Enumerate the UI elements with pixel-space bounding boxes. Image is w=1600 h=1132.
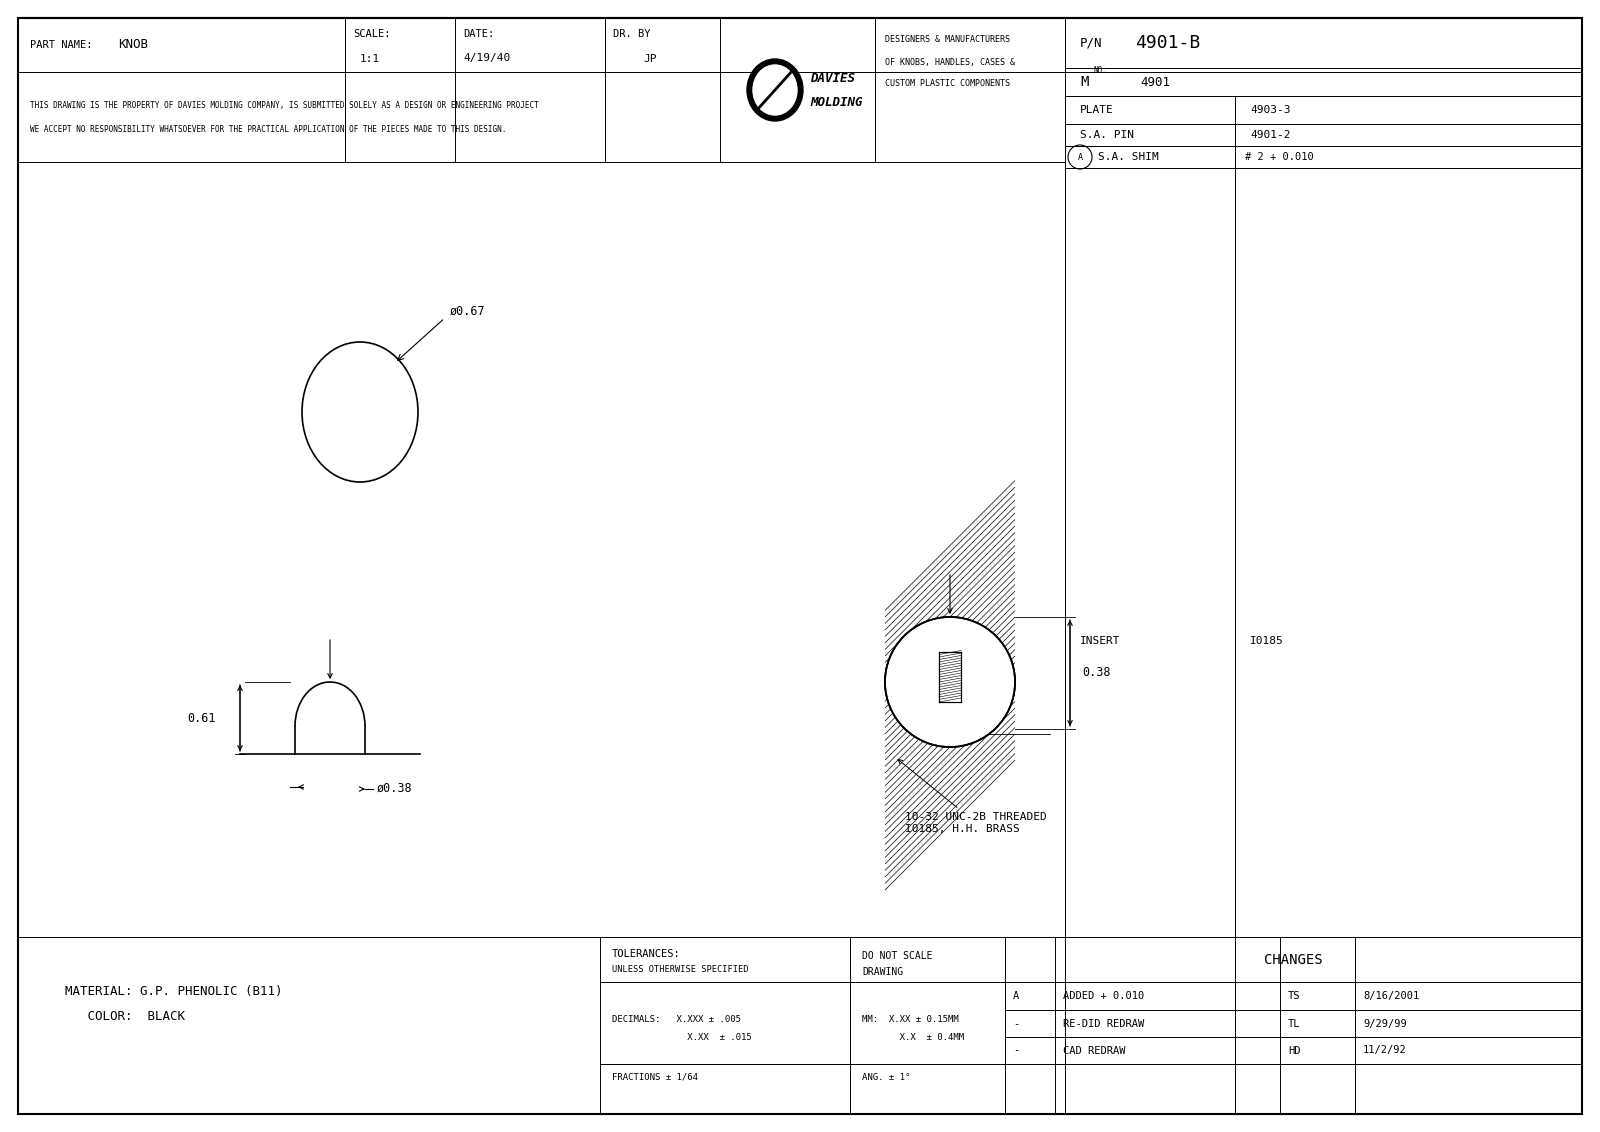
- Text: OF KNOBS, HANDLES, CASES &: OF KNOBS, HANDLES, CASES &: [885, 58, 1014, 67]
- Text: A: A: [1077, 153, 1083, 162]
- Text: 1:1: 1:1: [360, 53, 381, 63]
- Text: -: -: [1013, 1019, 1019, 1029]
- Text: KNOB: KNOB: [118, 38, 147, 51]
- Text: FRACTIONS ± 1/64: FRACTIONS ± 1/64: [611, 1072, 698, 1081]
- Text: DECIMALS:   X.XXX ± .005: DECIMALS: X.XXX ± .005: [611, 1015, 741, 1024]
- Text: HD: HD: [1288, 1046, 1301, 1055]
- Text: P/N: P/N: [1080, 36, 1102, 50]
- Text: ø0.38: ø0.38: [378, 781, 413, 795]
- Text: 4/19/40: 4/19/40: [462, 53, 510, 63]
- Text: 9/29/99: 9/29/99: [1363, 1019, 1406, 1029]
- Text: I0185: I0185: [1250, 636, 1283, 646]
- Text: DESIGNERS & MANUFACTURERS: DESIGNERS & MANUFACTURERS: [885, 35, 1010, 44]
- Text: ø0.67: ø0.67: [450, 305, 485, 317]
- Text: DR. BY: DR. BY: [613, 29, 651, 40]
- Text: ANG. ± 1°: ANG. ± 1°: [862, 1072, 910, 1081]
- Text: MM:  X.XX ± 0.15MM: MM: X.XX ± 0.15MM: [862, 1015, 958, 1024]
- Text: MOLDING: MOLDING: [810, 95, 862, 109]
- Text: X.XX  ± .015: X.XX ± .015: [611, 1032, 752, 1041]
- Text: CUSTOM PLASTIC COMPONENTS: CUSTOM PLASTIC COMPONENTS: [885, 79, 1010, 88]
- Text: INSERT: INSERT: [1080, 636, 1120, 646]
- Text: CHANGES: CHANGES: [1264, 953, 1323, 967]
- Ellipse shape: [885, 617, 1014, 747]
- Text: # 2 + 0.010: # 2 + 0.010: [1245, 152, 1314, 162]
- Text: 11/2/92: 11/2/92: [1363, 1046, 1406, 1055]
- Text: M: M: [1080, 75, 1088, 89]
- Text: TL: TL: [1288, 1019, 1301, 1029]
- Text: SCALE:: SCALE:: [354, 29, 390, 40]
- Text: DATE:: DATE:: [462, 29, 494, 40]
- Text: A: A: [1013, 990, 1019, 1001]
- Text: NO.: NO.: [1093, 66, 1107, 75]
- Text: TOLERANCES:: TOLERANCES:: [611, 949, 680, 959]
- Text: 0.38: 0.38: [1082, 667, 1110, 679]
- Text: DAVIES: DAVIES: [810, 71, 854, 85]
- Text: DO NOT SCALE: DO NOT SCALE: [862, 951, 933, 961]
- Text: -: -: [1013, 1046, 1019, 1055]
- Text: X.X  ± 0.4MM: X.X ± 0.4MM: [862, 1032, 965, 1041]
- Text: S.A. PIN: S.A. PIN: [1080, 130, 1134, 140]
- Text: DRAWING: DRAWING: [862, 967, 902, 977]
- Text: PLATE: PLATE: [1080, 105, 1114, 115]
- Text: S.A. SHIM: S.A. SHIM: [1098, 152, 1158, 162]
- Text: MATERIAL: G.P. PHENOLIC (B11): MATERIAL: G.P. PHENOLIC (B11): [66, 986, 283, 998]
- Text: 4901: 4901: [1139, 76, 1170, 88]
- Ellipse shape: [885, 617, 1014, 747]
- Text: 0.61: 0.61: [187, 712, 216, 724]
- Text: 8/16/2001: 8/16/2001: [1363, 990, 1419, 1001]
- Ellipse shape: [754, 65, 797, 115]
- Text: WE ACCEPT NO RESPONSIBILITY WHATSOEVER FOR THE PRACTICAL APPLICATION OF THE PIEC: WE ACCEPT NO RESPONSIBILITY WHATSOEVER F…: [30, 125, 506, 134]
- Text: 4901-2: 4901-2: [1250, 130, 1291, 140]
- Text: 4903-3: 4903-3: [1250, 105, 1291, 115]
- Text: THIS DRAWING IS THE PROPERTY OF DAVIES MOLDING COMPANY, IS SUBMITTED SOLELY AS A: THIS DRAWING IS THE PROPERTY OF DAVIES M…: [30, 101, 539, 110]
- Text: RE-DID REDRAW: RE-DID REDRAW: [1062, 1019, 1144, 1029]
- Text: PART NAME:: PART NAME:: [30, 40, 93, 50]
- Text: UNLESS OTHERWISE SPECIFIED: UNLESS OTHERWISE SPECIFIED: [611, 966, 749, 975]
- Text: TS: TS: [1288, 990, 1301, 1001]
- Text: CAD REDRAW: CAD REDRAW: [1062, 1046, 1125, 1055]
- Text: 10-32 UNC-2B THREADED
I0185, H.H. BRASS: 10-32 UNC-2B THREADED I0185, H.H. BRASS: [898, 760, 1046, 833]
- Text: JP: JP: [643, 53, 656, 63]
- Text: ADDED + 0.010: ADDED + 0.010: [1062, 990, 1144, 1001]
- Text: COLOR:  BLACK: COLOR: BLACK: [66, 1011, 186, 1023]
- Text: 4901-B: 4901-B: [1134, 34, 1200, 52]
- Ellipse shape: [747, 59, 803, 121]
